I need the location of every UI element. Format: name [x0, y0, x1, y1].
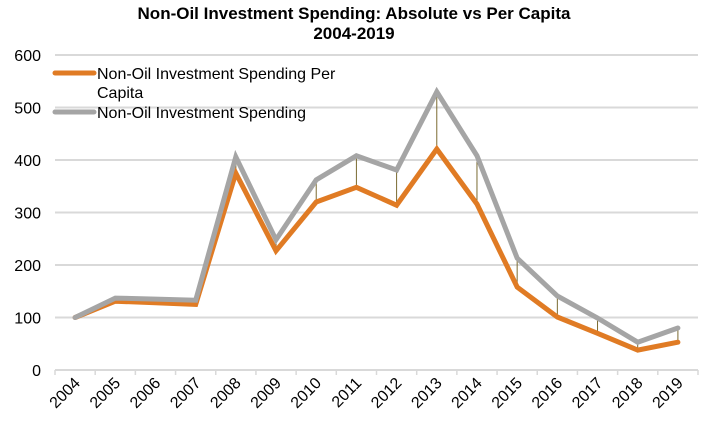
- y-tick-label: 400: [14, 153, 41, 170]
- y-tick-label: 0: [32, 363, 41, 380]
- x-tick-label: 2018: [609, 375, 646, 412]
- x-tick-label: 2008: [207, 375, 244, 412]
- chart-subtitle: 2004-2019: [313, 24, 394, 43]
- x-tick-label: 2006: [127, 375, 164, 412]
- y-tick-label: 500: [14, 101, 41, 118]
- chart-title: Non-Oil Investment Spending: Absolute vs…: [138, 4, 571, 23]
- x-tick-label: 2017: [569, 375, 606, 412]
- legend-label-per-capita: Non-Oil Investment Spending Per: [97, 66, 336, 83]
- series-lines: [72, 86, 681, 353]
- y-tick-label: 100: [14, 311, 41, 328]
- x-tick-label: 2010: [288, 375, 325, 412]
- x-tick-label: 2016: [529, 375, 566, 412]
- x-tick-label: 2015: [489, 375, 526, 412]
- legend-label-absolute: Non-Oil Investment Spending: [97, 105, 306, 122]
- x-tick-label: 2009: [248, 375, 285, 412]
- x-tick-label: 2012: [368, 375, 405, 412]
- legend-label-per-capita: Capita: [97, 85, 143, 102]
- x-tick-label: 2004: [47, 375, 84, 412]
- x-tick-label: 2014: [449, 375, 486, 412]
- gridlines: [55, 54, 698, 319]
- high-low-lines: [114, 91, 679, 351]
- x-tick-label: 2013: [408, 375, 445, 412]
- x-tick-label: 2019: [650, 375, 687, 412]
- y-tick-label: 200: [14, 258, 41, 275]
- y-axis: 0 100 200 300 400 500 600: [14, 48, 41, 380]
- series-line-absolute: [72, 86, 681, 345]
- x-tick-label: 2007: [167, 375, 204, 412]
- x-tick-label: 2011: [329, 375, 365, 411]
- series-line-per-capita: [72, 144, 681, 353]
- legend: Non-Oil Investment Spending Per Capita Non…: [52, 66, 336, 122]
- x-axis: 2004 2005 2006 2007 2008 2009 2010 2011 2012 2013…: [47, 369, 699, 412]
- y-tick-label: 300: [14, 206, 41, 223]
- y-tick-label: 600: [14, 48, 41, 65]
- x-tick-label: 2005: [87, 375, 124, 412]
